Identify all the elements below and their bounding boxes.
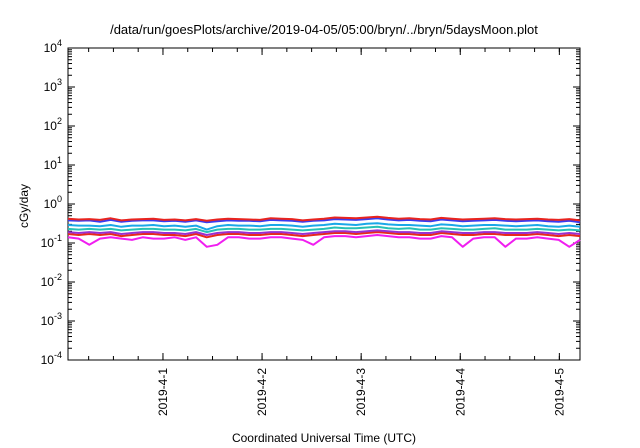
series-line [67,225,581,234]
y-tick-exponent: 4 [57,38,62,48]
chart-title: /data/run/goesPlots/archive/2019-04-05/0… [110,22,538,37]
y-tick-label: 10-2 [41,272,62,289]
x-axis-label: Coordinated Universal Time (UTC) [232,431,416,445]
x-axis: 2019-4-1 2019-4-2 2019-4-3 2019-4-4 2019-4-5 [88,48,566,416]
y-tick-exponent: -3 [54,311,62,321]
y-tick-exponent: -4 [54,350,62,360]
series-line [67,217,581,224]
x-tick-label: 2019-4-5 [552,368,566,416]
y-tick-base: 10 [41,275,55,289]
x-tick-label: 2019-4-4 [453,368,467,416]
y-tick-base: 10 [41,353,55,367]
y-tick-label: 104 [44,38,62,55]
y-tick-label: 101 [44,155,62,172]
plot-frame [67,47,581,361]
series-line [67,222,581,231]
y-tick-exponent: -1 [54,233,62,243]
y-tick-label: 10-1 [41,233,62,250]
x-tick-label: 2019-4-2 [255,368,269,416]
x-tick-label: 2019-4-1 [156,368,170,416]
y-tick-base: 10 [44,80,58,94]
data-series [67,215,581,248]
y-tick-exponent: 3 [57,77,62,87]
y-tick-base: 10 [44,197,58,211]
y-tick-exponent: 0 [57,194,62,204]
y-tick-label: 102 [44,116,62,133]
y-tick-exponent: 2 [57,116,62,126]
series-line [67,231,581,239]
y-tick-base: 10 [41,314,55,328]
series-line [67,234,581,248]
series-line [67,215,581,222]
y-axis-label: cGy/day [17,184,31,228]
x-tick-label: 2019-4-3 [354,368,368,416]
y-tick-label: 10-4 [41,350,62,367]
y-tick-label: 100 [44,194,62,211]
y-tick-base: 10 [44,119,58,133]
y-tick-base: 10 [44,41,58,55]
y-tick-base: 10 [41,236,55,250]
y-tick-base: 10 [44,158,58,172]
y-tick-label: 10-3 [41,311,62,328]
y-tick-label: 103 [44,77,62,94]
series-line [67,229,581,236]
y-tick-exponent: -2 [54,272,62,282]
y-tick-exponent: 1 [57,155,62,165]
